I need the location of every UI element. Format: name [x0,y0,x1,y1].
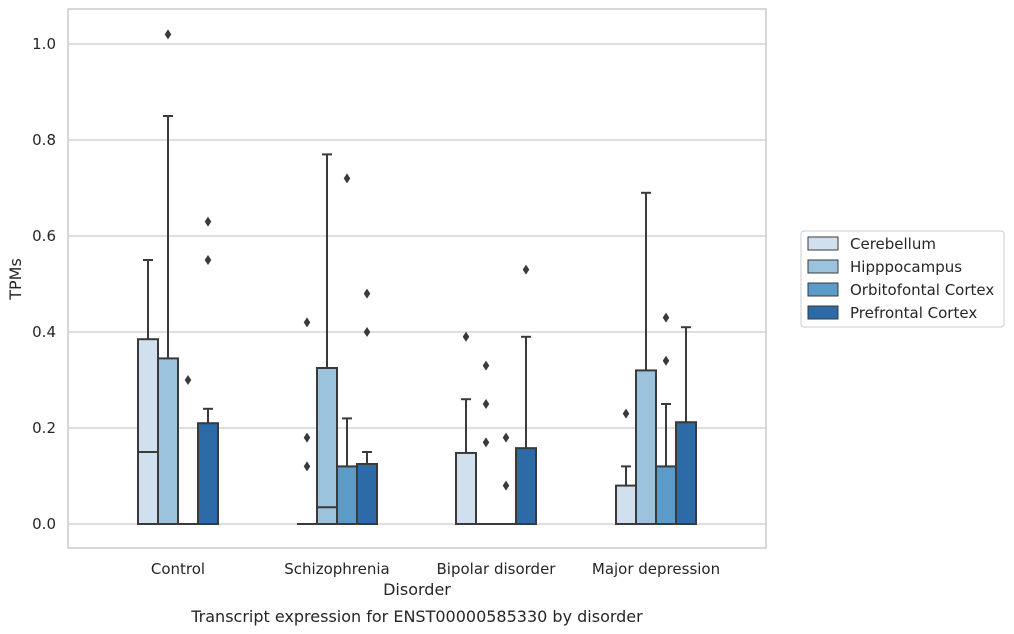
y-axis-label: TPMs [6,258,25,301]
outlier-point [303,461,311,472]
box-hipppocampus [157,29,179,525]
box-hipppocampus [316,153,338,525]
box-prefrontal-cortex [675,326,697,525]
x-tick-label: Bipolar disorder [437,560,557,578]
legend: Cerebellum Hipppocampus Orbitofontal Corte… [800,230,1005,328]
box-cerebellum [455,331,477,525]
box-iqr [356,463,378,525]
outlier-point [164,29,172,40]
box-prefrontal-cortex [515,264,537,525]
y-tick-label: 0.6 [32,227,56,245]
outlier-point [482,437,490,448]
x-tick-label: Control [151,560,205,578]
box-hipppocampus [476,360,496,525]
y-tick-label: 0.4 [32,323,56,341]
outlier-point [303,432,311,443]
legend-swatch [807,282,839,297]
box-iqr [157,357,179,525]
box-prefrontal-cortex [197,216,219,526]
y-axis-ticks: 0.0 0.2 0.4 0.6 0.8 1.0 [32,35,56,533]
box-iqr [515,447,537,525]
outlier-point [482,360,490,371]
box-iqr [455,451,477,525]
box-cerebellum [297,317,317,525]
box-cerebellum [137,259,159,526]
outlier-point [502,480,510,491]
box-orbitofontal-cortex [496,432,516,525]
y-tick-label: 0.2 [32,419,56,437]
box-iqr [655,465,677,525]
legend-label: Cerebellum [850,235,936,253]
box-cerebellum [615,408,637,526]
box-plot-series [137,29,697,526]
box-iqr [615,484,637,526]
box-orbitofontal-cortex [336,173,358,525]
legend-label: Orbitofontal Cortex [850,281,994,299]
box-iqr [316,367,338,525]
outlier-point [462,331,470,342]
box-orbitofontal-cortex [655,312,677,525]
box-iqr [197,422,219,526]
outlier-point [662,312,670,323]
outlier-point [303,317,311,328]
outlier-point [622,408,630,419]
legend-label: Prefrontal Cortex [850,304,977,322]
x-axis-label: Disorder [383,580,451,599]
box-iqr [137,338,159,526]
box-iqr [635,369,657,525]
outlier-point [204,255,212,265]
outlier-point [204,216,212,227]
y-tick-label: 1.0 [32,35,56,53]
box-hipppocampus [635,191,657,525]
box-prefrontal-cortex [356,288,378,525]
outlier-point [363,327,371,337]
box-iqr [675,421,697,525]
outlier-point [363,288,371,299]
legend-swatch [807,259,839,274]
outlier-point [343,173,351,184]
box-iqr [336,465,358,525]
outlier-point [502,432,510,443]
y-tick-label: 0.8 [32,131,56,149]
chart-caption: Transcript expression for ENST0000058533… [190,607,643,626]
y-tick-label: 0.0 [32,515,56,533]
legend-swatch [807,305,839,320]
legend-frame [800,230,1005,328]
plot-frame [67,8,767,549]
x-tick-label: Major depression [592,560,720,578]
outlier-point [184,375,192,385]
x-axis-ticks: Control Schizophrenia Bipolar disorder Majo… [151,560,720,578]
outlier-point [522,264,530,275]
legend-swatch [807,236,839,251]
outlier-point [662,355,670,366]
box-orbitofontal-cortex [178,375,198,525]
legend-label: Hipppocampus [850,258,962,276]
outlier-point [482,399,490,409]
x-tick-label: Schizophrenia [284,560,389,578]
